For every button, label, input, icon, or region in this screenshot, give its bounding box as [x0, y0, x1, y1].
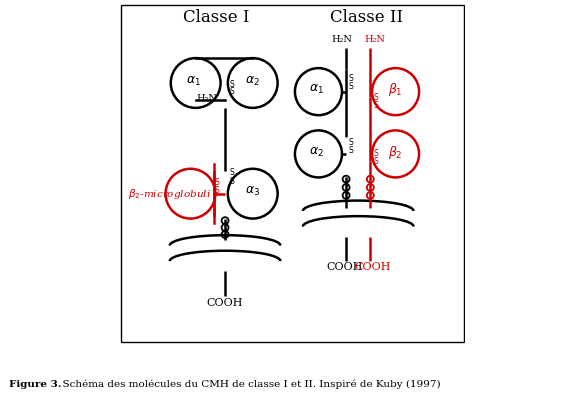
Text: H₂N: H₂N: [332, 35, 352, 44]
Circle shape: [228, 169, 278, 219]
Text: COOH: COOH: [207, 298, 243, 308]
Text: $\alpha_1$: $\alpha_1$: [309, 83, 324, 96]
Text: $\alpha_1$: $\alpha_1$: [187, 75, 201, 88]
Circle shape: [372, 130, 419, 177]
Circle shape: [171, 58, 221, 108]
Text: S: S: [349, 82, 353, 91]
Text: S: S: [349, 146, 353, 155]
Text: S: S: [229, 177, 234, 186]
Text: H₂N: H₂N: [364, 35, 385, 44]
Text: S: S: [214, 178, 219, 187]
Text: S: S: [229, 87, 234, 96]
Circle shape: [228, 58, 278, 108]
Text: Figure 3.: Figure 3.: [9, 380, 61, 389]
Text: S: S: [229, 169, 234, 177]
Text: COOH: COOH: [355, 262, 391, 272]
Text: S: S: [373, 93, 378, 102]
Text: $\beta_1$: $\beta_1$: [388, 81, 403, 98]
Circle shape: [295, 130, 342, 177]
Text: Schéma des molécules du CMH de classe I et II. Inspiré de Kuby (1997): Schéma des molécules du CMH de classe I …: [56, 380, 441, 389]
Text: S: S: [373, 101, 378, 110]
Text: COOH: COOH: [326, 262, 363, 272]
Text: $\alpha_2$: $\alpha_2$: [309, 146, 324, 159]
Text: S: S: [373, 157, 378, 166]
Circle shape: [295, 68, 342, 115]
Circle shape: [166, 169, 215, 219]
Text: S: S: [349, 138, 353, 147]
Text: $\alpha_3$: $\alpha_3$: [245, 185, 260, 198]
Text: H₂N: H₂N: [197, 94, 218, 103]
Text: S: S: [214, 186, 219, 195]
Text: S: S: [373, 149, 378, 158]
FancyBboxPatch shape: [121, 5, 464, 342]
Circle shape: [372, 68, 419, 115]
Text: S: S: [229, 80, 234, 89]
Text: $\alpha_2$: $\alpha_2$: [245, 75, 260, 88]
Text: $\beta_2$-microglobuli: $\beta_2$-microglobuli: [128, 187, 211, 201]
Text: Classe II: Classe II: [331, 9, 404, 26]
Text: Classe I: Classe I: [183, 9, 250, 26]
Text: S: S: [349, 74, 353, 83]
Text: $\beta_2$: $\beta_2$: [388, 144, 403, 161]
